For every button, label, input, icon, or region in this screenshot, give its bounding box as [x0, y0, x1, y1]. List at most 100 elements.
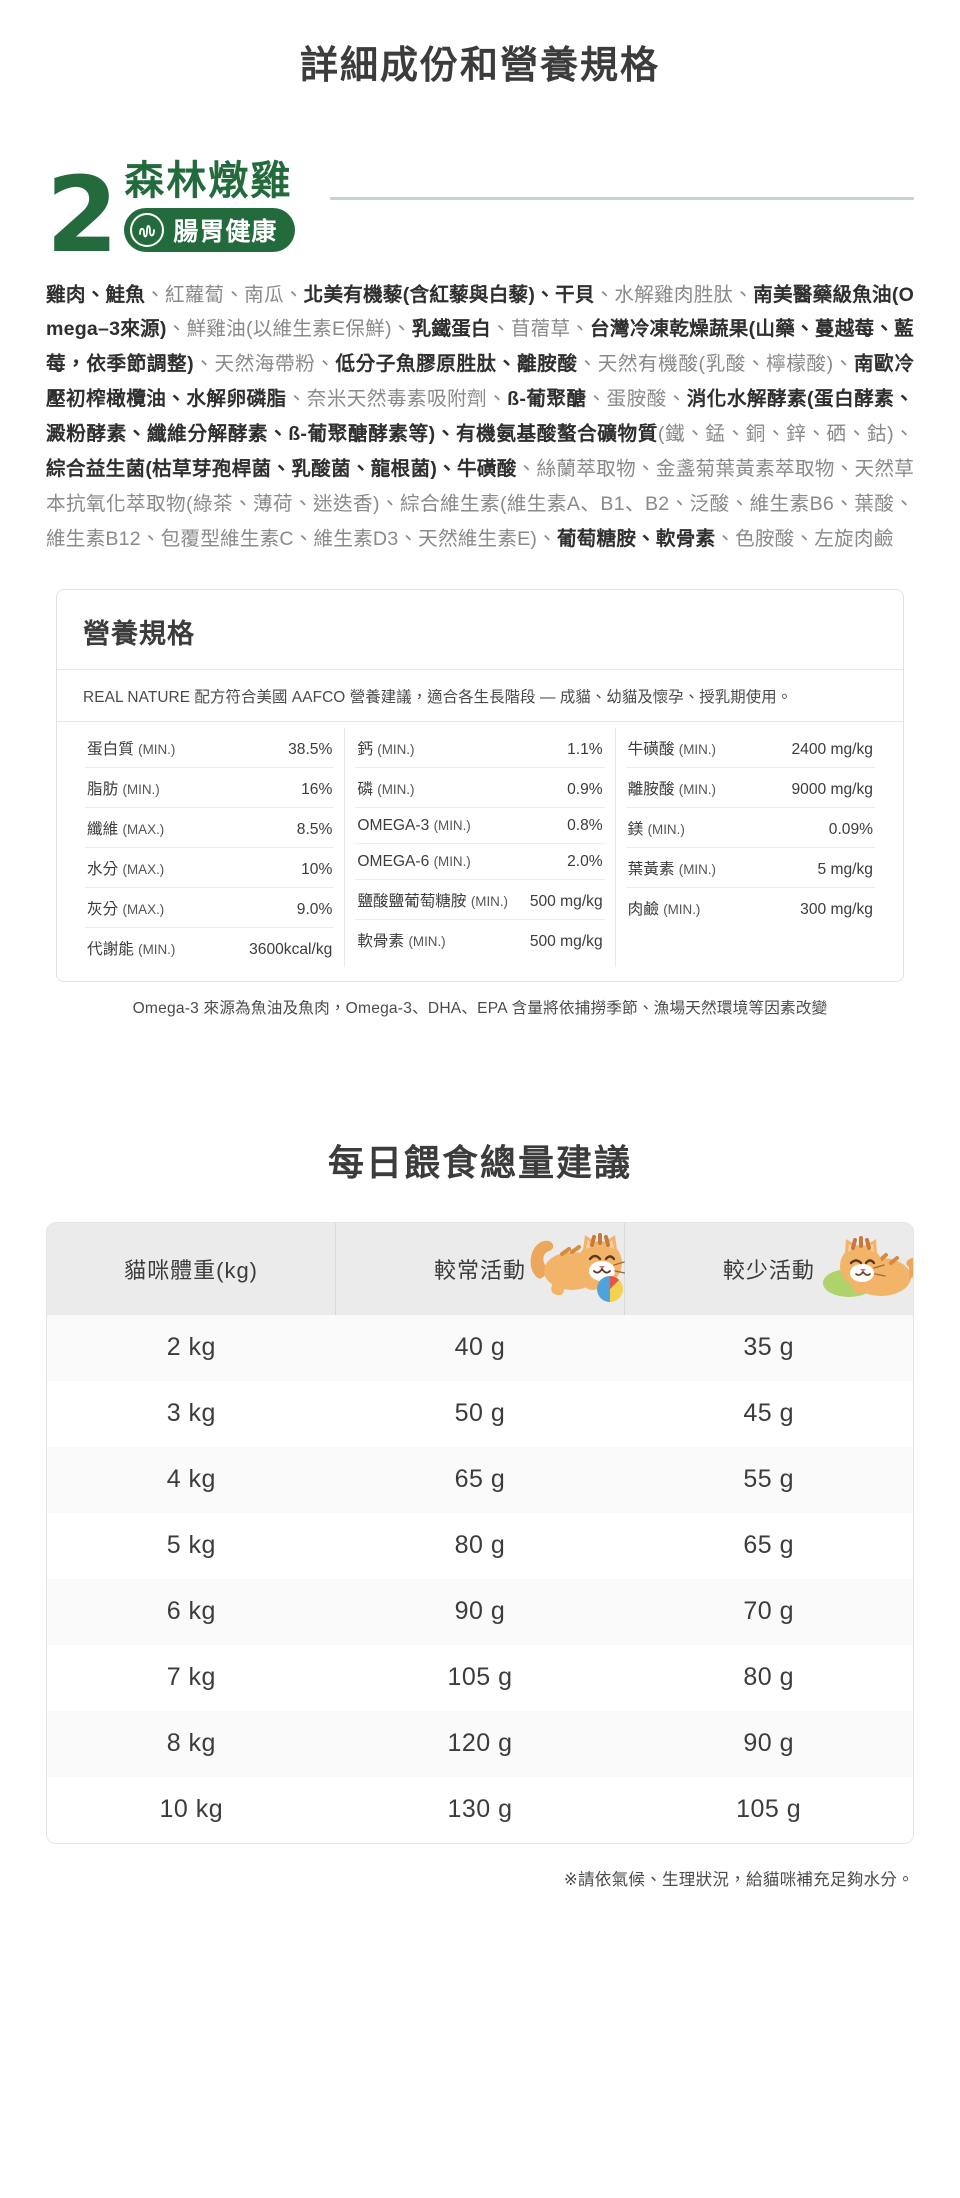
nutrition-row: 灰分 (MAX.) 9.0% [85, 888, 335, 928]
cell-weight: 10 kg [159, 1795, 224, 1824]
cell-active: 80 g [454, 1531, 506, 1560]
feeding-header-row: 貓咪體重(kg) 較常活動 [47, 1222, 913, 1315]
nutrition-title: 營養規格 [57, 590, 903, 670]
nutrition-row: 水分 (MAX.) 10% [85, 848, 335, 888]
cell-inactive: 35 g [743, 1333, 794, 1362]
feeding-header-weight: 貓咪體重(kg) [47, 1222, 336, 1315]
table-row: 5 kg 80 g 65 g [47, 1512, 913, 1579]
table-row: 3 kg 50 g 45 g [47, 1380, 913, 1447]
nutrition-qualifier: (MIN.) [678, 781, 716, 797]
cell-inactive: 105 g [736, 1795, 802, 1824]
cell-weight: 8 kg [166, 1729, 216, 1758]
omega-note: Omega-3 來源為魚油及魚肉，Omega-3、DHA、EPA 含量將依捕撈季… [132, 999, 828, 1017]
nutrition-row: 軟骨素 (MIN.) 500 mg/kg [355, 920, 604, 959]
nutrition-row: 代謝能 (MIN.) 3600kcal/kg [85, 928, 334, 967]
nutrition-qualifier: (MAX.) [122, 861, 165, 877]
nutrition-label: 離胺酸 (MIN.) [627, 780, 716, 798]
nutrition-value: 500 mg/kg [529, 932, 603, 950]
cell-active: 50 g [454, 1399, 506, 1428]
cell-weight: 2 kg [166, 1333, 216, 1362]
cell-active: 40 g [454, 1333, 506, 1362]
nutrition-label: 灰分 (MAX.) [87, 900, 165, 918]
nutrition-label: 脂肪 (MIN.) [87, 780, 160, 798]
nutrition-qualifier: (MIN.) [433, 853, 471, 869]
nutrition-label: 蛋白質 (MIN.) [87, 740, 176, 758]
nutrition-value: 0.09% [828, 820, 873, 838]
nutrition-value: 1.1% [567, 740, 603, 758]
nutrition-qualifier: (MIN.) [678, 861, 716, 877]
nutrition-label: 肉鹼 (MIN.) [627, 900, 701, 918]
cell-weight: 5 kg [166, 1531, 216, 1560]
nutrition-label: 代謝能 (MIN.) [87, 940, 176, 958]
cell-active: 65 g [454, 1465, 506, 1494]
nutrition-row: 鎂 (MIN.) 0.09% [625, 808, 875, 848]
feeding-note: ※請依氣候、生理狀況，給貓咪補充足夠水分。 [563, 1870, 914, 1889]
nutrition-value: 3600kcal/kg [249, 940, 333, 958]
nutrition-qualifier: (MIN.) [433, 817, 471, 833]
product-name: 森林燉雞 [124, 158, 293, 203]
cell-weight: 3 kg [166, 1399, 216, 1428]
feeding-header-inactive-label: 較少活動 [722, 1257, 815, 1283]
aafco-note: REAL NATURE 配方符合美國 AAFCO 營養建議，適合各生長階段 — … [57, 670, 903, 722]
cell-weight: 6 kg [166, 1597, 216, 1626]
cell-inactive: 70 g [743, 1597, 794, 1626]
nutrition-value: 500 mg/kg [529, 892, 603, 910]
ingredients-text: 雞肉、鮭魚、紅蘿蔔、南瓜、北美有機藜(含紅藜與白藜)、干貝、水解雞肉胜肽、南美醫… [46, 283, 915, 550]
nutrition-qualifier: (MIN.) [678, 741, 716, 757]
nutrition-label: 水分 (MAX.) [87, 860, 165, 878]
nutrition-qualifier: (MIN.) [138, 941, 176, 957]
feeding-table-head: 貓咪體重(kg) 較常活動 [47, 1222, 913, 1315]
table-row: 10 kg 130 g 105 g [47, 1776, 913, 1843]
nutrition-row: 脂肪 (MIN.) 16% [85, 768, 335, 808]
nutrition-qualifier: (MIN.) [377, 741, 415, 757]
nutrition-value: 9.0% [296, 900, 333, 918]
nutrition-row: 葉黃素 (MIN.) 5 mg/kg [625, 848, 875, 888]
nutrition-row: 磷 (MIN.) 0.9% [355, 768, 605, 808]
heading-divider [330, 196, 914, 200]
feeding-header-weight-label: 貓咪體重(kg) [124, 1257, 259, 1283]
nutrition-label: 纖維 (MAX.) [87, 820, 165, 838]
table-row: 2 kg 40 g 35 g [47, 1314, 913, 1381]
nutrition-value: 0.8% [567, 816, 603, 834]
page-title: 詳細成份和營養規格 [299, 45, 660, 87]
feeding-table: 貓咪體重(kg) 較常活動 [47, 1222, 913, 1843]
table-row: 6 kg 90 g 70 g [47, 1578, 913, 1645]
nutrition-row: 鹽酸鹽葡萄糖胺 (MIN.) 500 mg/kg [355, 880, 605, 920]
product-heading: 2 森林燉雞 腸胃健康 [0, 132, 960, 267]
nutrition-value: 9000 mg/kg [791, 780, 873, 798]
nutrition-value: 2.0% [567, 852, 603, 870]
nutrition-column-3: 牛磺酸 (MIN.) 2400 mg/kg 離胺酸 (MIN.) 9000 mg/kg… [614, 727, 885, 967]
feeding-table-body: 2 kg 40 g 35 g 3 kg 50 g 45 g 4 kg 65 g 55 g 5 kg… [47, 1314, 913, 1843]
feature-badge-label: 腸胃健康 [173, 217, 278, 246]
nutrition-label: 葉黃素 (MIN.) [627, 860, 716, 878]
nutrition-value: 5 mg/kg [817, 860, 873, 878]
nutrition-row: OMEGA-3 (MIN.) 0.8% [355, 808, 605, 844]
feeding-title: 每日餵食總量建議 [327, 1141, 632, 1183]
nutrition-label: OMEGA-6 (MIN.) [357, 852, 471, 870]
nutrition-label: OMEGA-3 (MIN.) [357, 816, 471, 834]
feeding-header-inactive: 較少活動 [623, 1222, 913, 1315]
nutrition-row: 離胺酸 (MIN.) 9000 mg/kg [625, 768, 875, 808]
nutrition-row: 鈣 (MIN.) 1.1% [355, 728, 605, 768]
cell-inactive: 65 g [743, 1531, 794, 1560]
cell-active: 130 g [447, 1795, 513, 1824]
nutrition-value: 38.5% [288, 740, 333, 758]
nutrition-value: 0.9% [567, 780, 603, 798]
nutrition-qualifier: (MAX.) [122, 821, 165, 837]
product-number: 2 [46, 154, 118, 277]
nutrition-label: 鈣 (MIN.) [357, 740, 415, 758]
nutrition-qualifier: (MIN.) [647, 821, 685, 837]
nutrition-qualifier: (MAX.) [122, 901, 165, 917]
feeding-header-active: 較常活動 [335, 1222, 626, 1315]
cell-weight: 4 kg [166, 1465, 216, 1494]
table-row: 4 kg 65 g 55 g [47, 1446, 913, 1513]
nutrition-value: 2400 mg/kg [791, 740, 873, 758]
nutrition-column-2: 鈣 (MIN.) 1.1% 磷 (MIN.) 0.9% OMEGA-3 (MIN.) 0.… [344, 727, 614, 967]
nutrition-grid: 蛋白質 (MIN.) 38.5% 脂肪 (MIN.) 16% 纖維 (MAX.) 8.5%… [57, 722, 903, 981]
nutrition-row: 蛋白質 (MIN.) 38.5% [85, 728, 335, 768]
cell-inactive: 80 g [743, 1663, 794, 1692]
nutrition-qualifier: (MIN.) [663, 901, 701, 917]
sleeping-cat-icon [809, 1223, 913, 1313]
playing-cat-icon [520, 1223, 630, 1313]
